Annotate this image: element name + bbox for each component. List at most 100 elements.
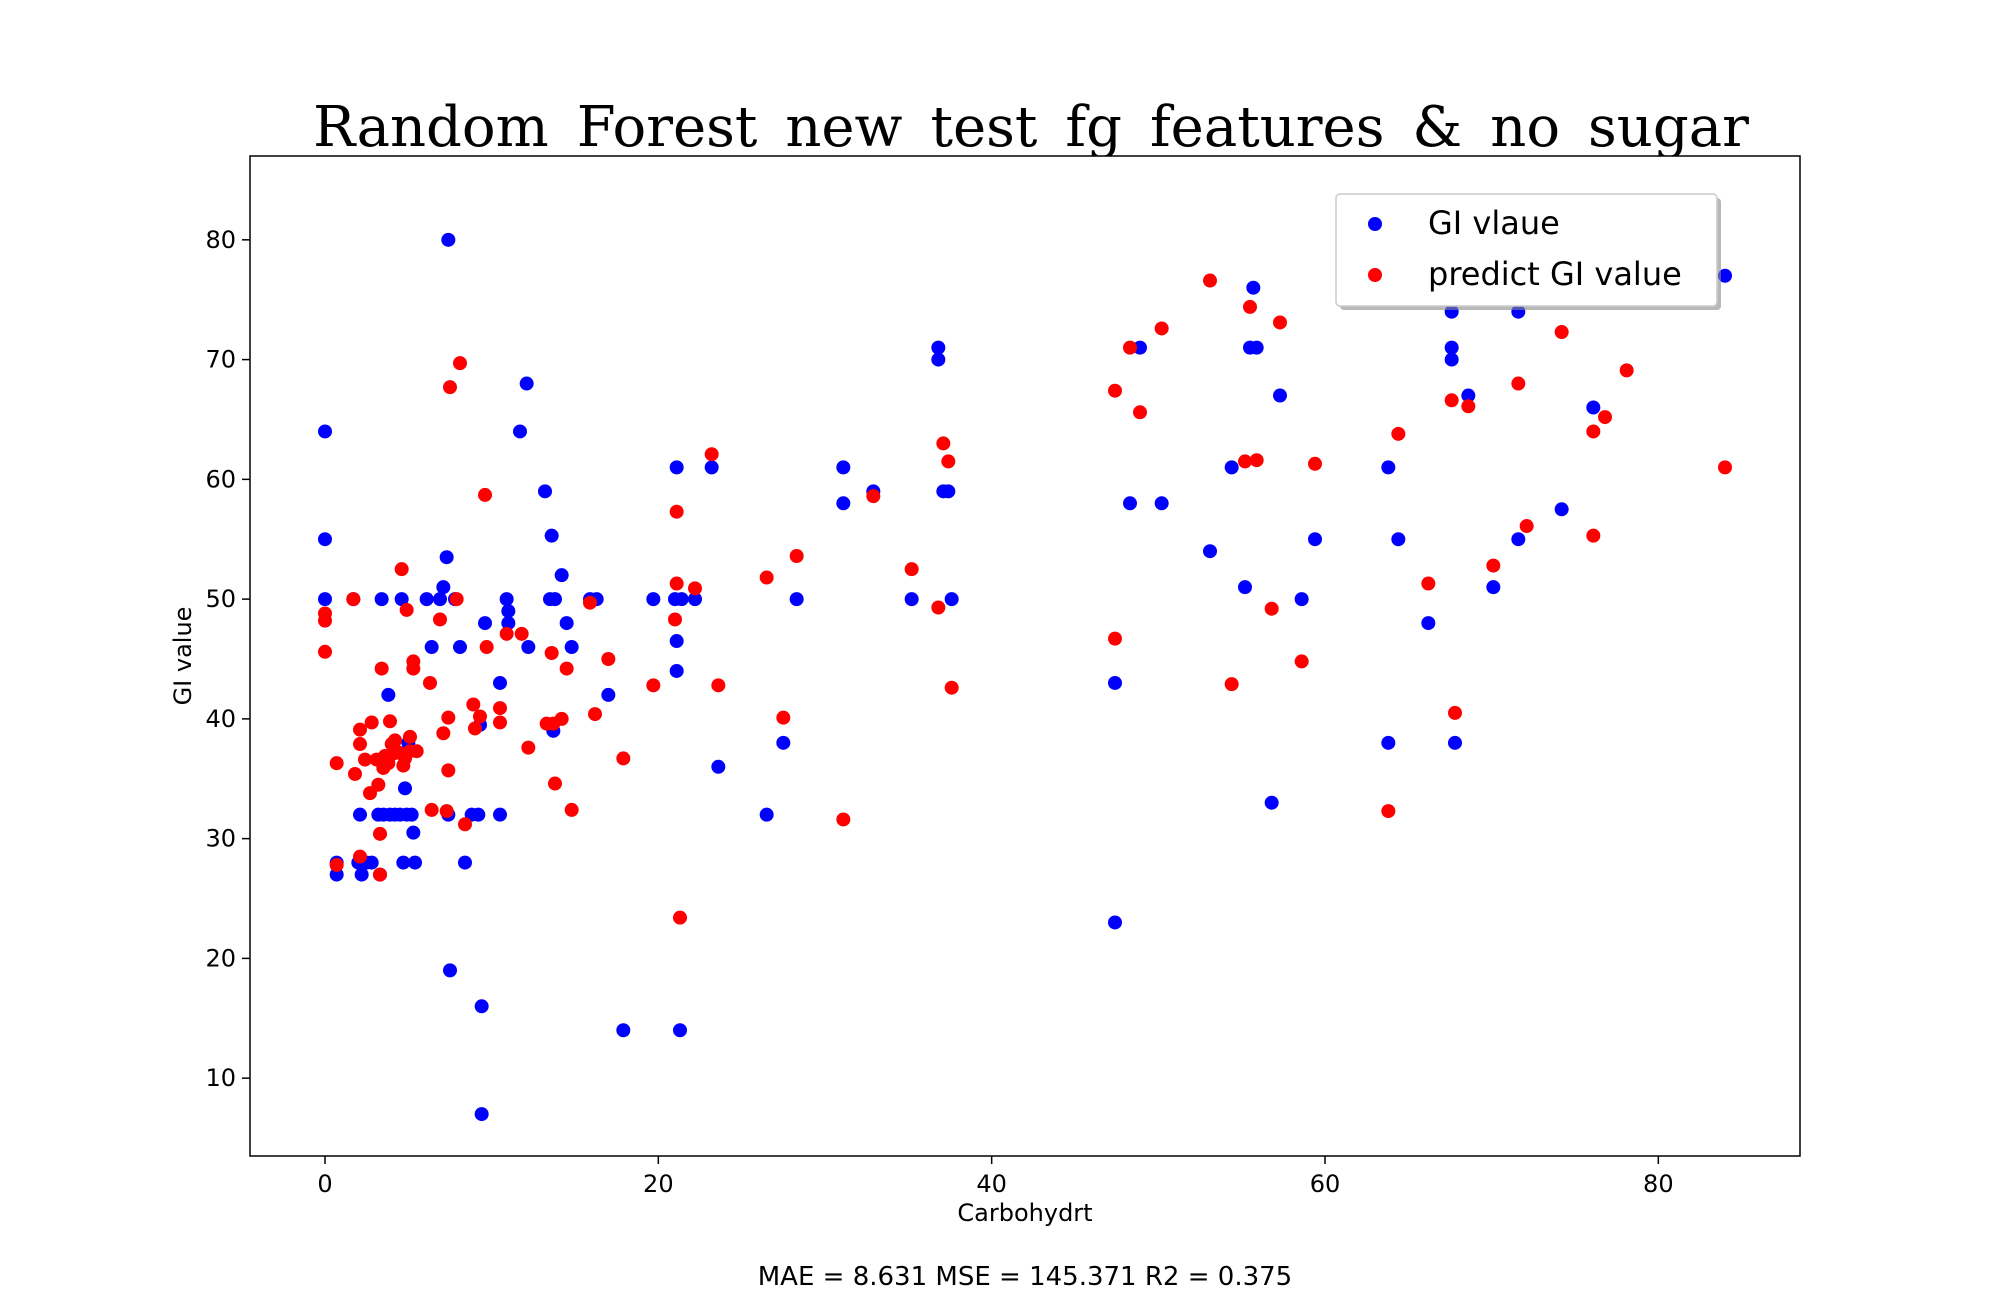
- predict-gi-value-point: [433, 612, 447, 627]
- predict-gi-value-point: [936, 436, 951, 451]
- gi-value-point: [493, 807, 507, 822]
- gi-value-point: [364, 855, 379, 870]
- x-tick-label: 40: [976, 1170, 1007, 1198]
- x-tick-label: 0: [317, 1170, 332, 1198]
- predict-gi-value-point: [548, 776, 562, 791]
- predict-gi-value-point: [836, 812, 851, 827]
- predict-gi-value-point: [1461, 399, 1476, 414]
- gi-value-point: [789, 592, 804, 607]
- predict-gi-value-point: [646, 678, 661, 693]
- gi-value-point: [538, 484, 552, 499]
- predict-gi-value-point: [353, 849, 367, 864]
- gi-value-point: [1554, 502, 1569, 517]
- x-tick-label: 20: [643, 1170, 674, 1198]
- legend-box: [1335, 193, 1718, 307]
- predict-gi-value-point: [776, 710, 791, 725]
- x-axis-ticks: 0 20 40 60 80: [317, 1156, 1674, 1198]
- y-tick-label: 40: [205, 705, 236, 733]
- predict-gi-value-point: [1391, 426, 1406, 441]
- gi-value-point: [474, 1107, 489, 1122]
- gi-value-point: [501, 604, 516, 619]
- gi-value-point: [616, 1023, 631, 1038]
- gi-value-point: [1486, 580, 1501, 595]
- gi-value-point: [1461, 388, 1476, 403]
- predict-gi-value-point: [1294, 654, 1309, 669]
- gi-value-point: [353, 807, 367, 822]
- gi-value-point: [474, 999, 489, 1014]
- predict-gi-value-point: [443, 380, 457, 395]
- gi-value-point: [1718, 268, 1732, 283]
- gi-value-point: [458, 855, 472, 870]
- predict-gi-value-point: [353, 737, 367, 752]
- legend: GI vlaue predict GI value: [1335, 193, 1721, 310]
- gi-value-point: [1294, 592, 1309, 607]
- predict-gi-value-point: [711, 678, 726, 693]
- chart-title: Random_Forest_new_test_fg_features_&_no_…: [313, 95, 1749, 160]
- predict-gi-value-point: [479, 640, 494, 655]
- gi-value-point: [521, 640, 536, 655]
- predict-gi-value-point: [399, 602, 414, 617]
- predict-gi-value-point: [329, 756, 344, 771]
- gi-value-point: [408, 855, 422, 870]
- series-predict-gi-value: [318, 273, 1732, 925]
- predict-gi-value-point: [394, 562, 409, 577]
- predict-gi-value-point: [458, 817, 472, 832]
- predict-gi-value-point: [318, 644, 332, 659]
- predict-gi-value-point: [944, 680, 959, 695]
- y-tick-label: 50: [205, 585, 236, 613]
- gi-value-point: [499, 592, 514, 607]
- gi-value-point: [944, 592, 959, 607]
- predict-gi-value-point: [1133, 405, 1147, 420]
- predict-gi-value-point: [1718, 460, 1732, 475]
- predict-gi-value-point: [1421, 576, 1436, 591]
- gi-value-point: [548, 592, 562, 607]
- gi-value-point: [441, 232, 456, 247]
- predict-gi-value-point: [616, 751, 631, 766]
- predict-gi-value-point: [436, 726, 451, 741]
- gi-value-point: [669, 634, 684, 649]
- gi-value-point: [931, 340, 946, 355]
- gi-value-point: [704, 460, 719, 475]
- legend-marker-gi-value: [1368, 217, 1382, 231]
- predict-gi-value-point: [688, 581, 702, 596]
- gi-value-point: [318, 592, 332, 607]
- gi-value-point: [329, 867, 344, 882]
- predict-gi-value-point: [1598, 410, 1612, 425]
- predict-gi-value-point: [704, 447, 719, 462]
- gi-value-point: [354, 867, 369, 882]
- gi-value-point: [1249, 340, 1264, 355]
- predict-gi-value-point: [866, 489, 881, 504]
- predict-gi-value-point: [468, 721, 482, 736]
- gi-value-point: [1154, 496, 1169, 511]
- gi-value-point: [554, 568, 569, 583]
- gi-value-point: [1421, 616, 1436, 631]
- gi-value-point: [931, 352, 946, 367]
- gi-value-point: [493, 675, 507, 690]
- y-tick-label: 60: [205, 465, 236, 493]
- predict-gi-value-point: [441, 710, 456, 725]
- predict-gi-value-point: [493, 701, 507, 716]
- predict-gi-value-point: [514, 626, 529, 641]
- gi-value-point: [1238, 580, 1252, 595]
- gi-value-point: [436, 580, 451, 595]
- gi-value-point: [433, 592, 447, 607]
- gi-value-point: [544, 528, 559, 543]
- gi-value-point: [419, 592, 434, 607]
- predict-gi-value-point: [1108, 383, 1122, 398]
- predict-gi-value-point: [466, 697, 481, 712]
- predict-gi-value-point: [478, 487, 492, 502]
- gi-value-point: [1108, 915, 1122, 930]
- predict-gi-value-point: [564, 802, 579, 817]
- gi-value-point: [1511, 532, 1526, 547]
- predict-gi-value-point: [358, 752, 372, 767]
- predict-gi-value-point: [668, 612, 682, 627]
- predict-gi-value-point: [1273, 315, 1287, 330]
- predict-gi-value-point: [1554, 325, 1569, 340]
- predict-gi-value-point: [374, 661, 389, 676]
- gi-value-point: [941, 484, 956, 499]
- gi-value-point: [1444, 340, 1459, 355]
- gi-value-point: [1133, 340, 1147, 355]
- predict-gi-value-point: [499, 626, 514, 641]
- gi-value-point: [1444, 352, 1459, 367]
- gi-value-point: [1448, 735, 1462, 750]
